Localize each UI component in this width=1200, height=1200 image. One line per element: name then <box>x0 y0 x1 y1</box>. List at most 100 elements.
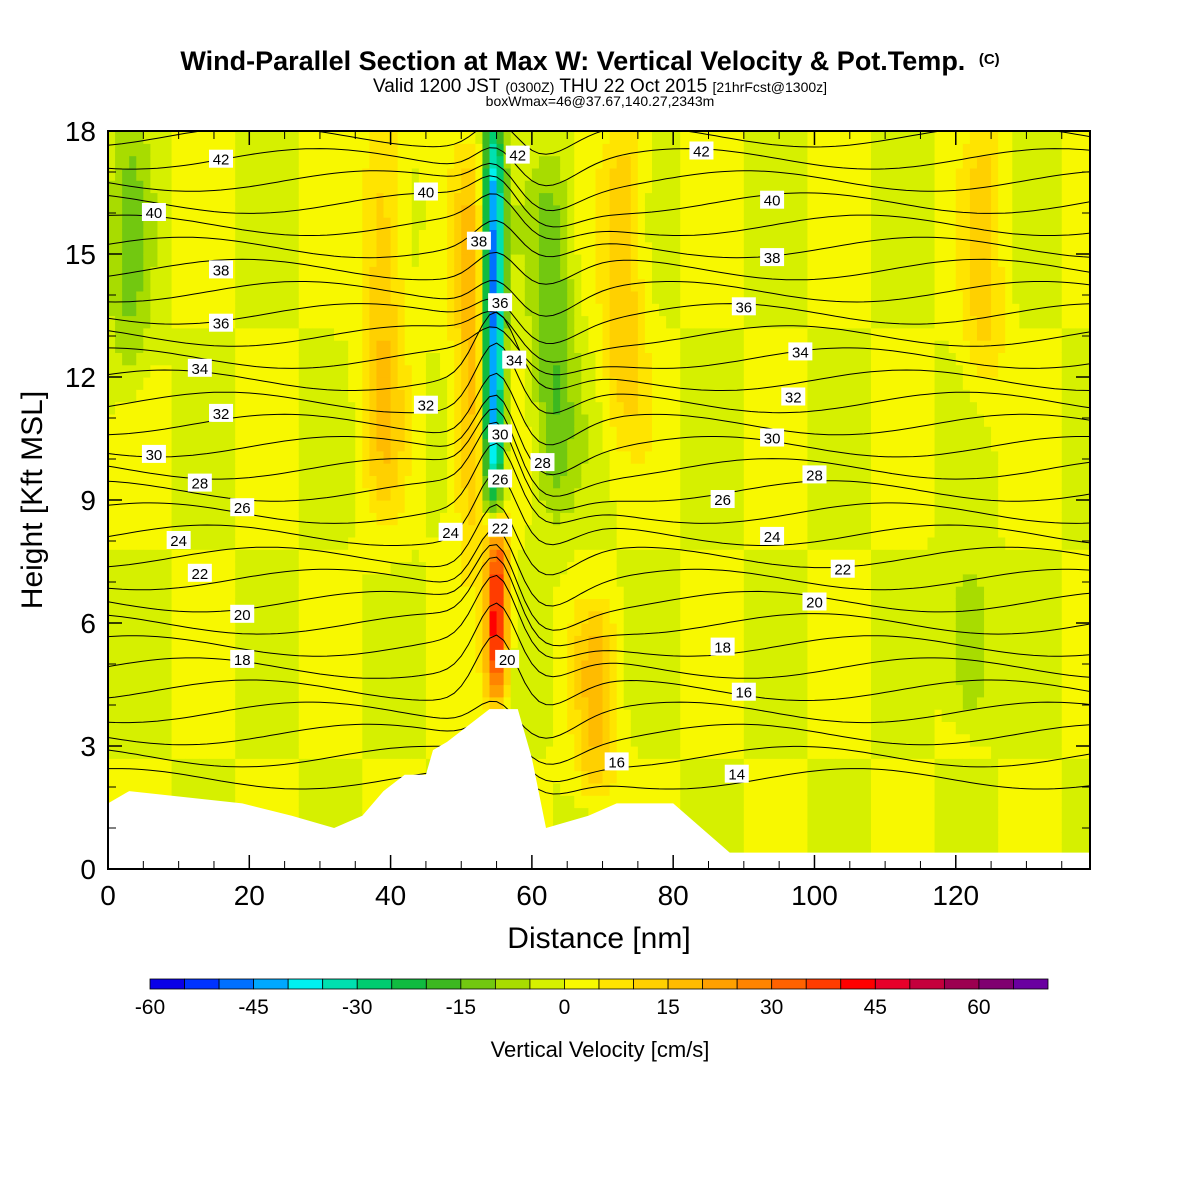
velocity-cell <box>348 241 356 255</box>
velocity-cell <box>355 315 363 329</box>
velocity-cell <box>228 438 236 452</box>
velocity-cell <box>609 426 618 440</box>
velocity-cell <box>298 647 307 661</box>
velocity-cell <box>616 696 625 710</box>
velocity-cell <box>574 659 582 673</box>
velocity-cell <box>510 696 519 710</box>
velocity-cell <box>369 352 378 366</box>
velocity-cell <box>659 377 667 390</box>
velocity-cell <box>630 524 639 538</box>
velocity-cell <box>171 746 180 759</box>
velocity-cell <box>242 327 250 341</box>
velocity-cell <box>567 327 575 341</box>
velocity-cell <box>546 327 554 341</box>
velocity-cell <box>560 610 568 624</box>
velocity-cell <box>150 672 159 686</box>
velocity-cell <box>334 709 342 722</box>
velocity-cell <box>609 598 618 612</box>
velocity-cell <box>666 315 674 329</box>
velocity-cell <box>468 623 476 636</box>
velocity-cell <box>355 167 363 181</box>
velocity-cell <box>263 352 272 366</box>
velocity-cell <box>411 696 420 710</box>
velocity-cell <box>185 549 194 563</box>
velocity-cell <box>192 131 201 144</box>
velocity-cell <box>178 758 187 772</box>
velocity-cell <box>581 475 590 489</box>
velocity-cell <box>228 586 236 599</box>
velocity-cell <box>553 647 561 661</box>
velocity-cell <box>651 389 660 403</box>
velocity-cell <box>256 746 265 759</box>
velocity-cell <box>305 364 314 378</box>
velocity-cell <box>595 167 604 181</box>
velocity-cell <box>108 647 116 661</box>
velocity-cell <box>659 721 667 735</box>
velocity-cell <box>185 733 194 747</box>
velocity-cell <box>574 131 582 144</box>
velocity-cell <box>637 586 646 599</box>
velocity-cell <box>440 377 448 390</box>
velocity-cell <box>115 413 123 427</box>
velocity-cell <box>588 192 597 206</box>
velocity-cell <box>588 561 597 575</box>
velocity-cell <box>157 684 166 698</box>
velocity-cell <box>192 180 201 194</box>
velocity-cell <box>418 217 427 230</box>
velocity-cell <box>630 475 639 489</box>
velocity-cell <box>206 696 215 710</box>
velocity-cell <box>136 536 144 550</box>
velocity-cell <box>334 733 342 747</box>
velocity-cell <box>524 487 533 501</box>
velocity-cell <box>489 266 498 280</box>
velocity-cell <box>115 204 123 218</box>
velocity-cell <box>503 389 512 403</box>
velocity-cell <box>588 500 597 513</box>
velocity-cell <box>687 254 695 267</box>
velocity-cell <box>644 192 653 206</box>
velocity-cell <box>560 155 568 169</box>
velocity-cell <box>235 315 243 329</box>
velocity-cell <box>623 180 632 194</box>
velocity-cell <box>524 315 533 329</box>
velocity-cell <box>602 229 611 243</box>
velocity-cell <box>588 413 597 427</box>
velocity-cell <box>298 278 307 292</box>
velocity-cell <box>263 659 272 673</box>
velocity-cell <box>369 254 378 267</box>
velocity-cell <box>256 217 265 230</box>
velocity-cell <box>644 426 653 440</box>
velocity-cell <box>644 795 653 809</box>
velocity-cell <box>666 684 674 698</box>
velocity-cell <box>630 782 639 796</box>
velocity-cell <box>616 672 625 686</box>
velocity-cell <box>553 623 561 636</box>
velocity-cell <box>411 500 420 513</box>
velocity-cell <box>440 278 448 292</box>
velocity-cell <box>432 438 441 452</box>
velocity-cell <box>680 450 688 464</box>
velocity-cell <box>341 635 349 649</box>
velocity-cell <box>341 659 349 673</box>
velocity-cell <box>567 782 575 796</box>
velocity-cell <box>687 696 695 710</box>
velocity-cell <box>553 401 561 415</box>
velocity-cell <box>623 364 632 378</box>
velocity-cell <box>136 635 144 649</box>
velocity-cell <box>235 352 243 366</box>
velocity-cell <box>432 340 441 353</box>
velocity-cell <box>397 696 406 710</box>
velocity-cell <box>171 610 180 624</box>
velocity-cell <box>199 426 208 440</box>
velocity-cell <box>249 155 257 169</box>
velocity-cell <box>546 512 554 526</box>
velocity-cell <box>221 364 229 378</box>
velocity-cell <box>623 549 632 563</box>
velocity-cell <box>235 426 243 440</box>
velocity-cell <box>602 278 611 292</box>
velocity-cell <box>256 278 265 292</box>
velocity-cell <box>348 204 356 218</box>
velocity-cell <box>432 524 441 538</box>
velocity-cell <box>454 364 462 378</box>
velocity-cell <box>115 758 123 772</box>
